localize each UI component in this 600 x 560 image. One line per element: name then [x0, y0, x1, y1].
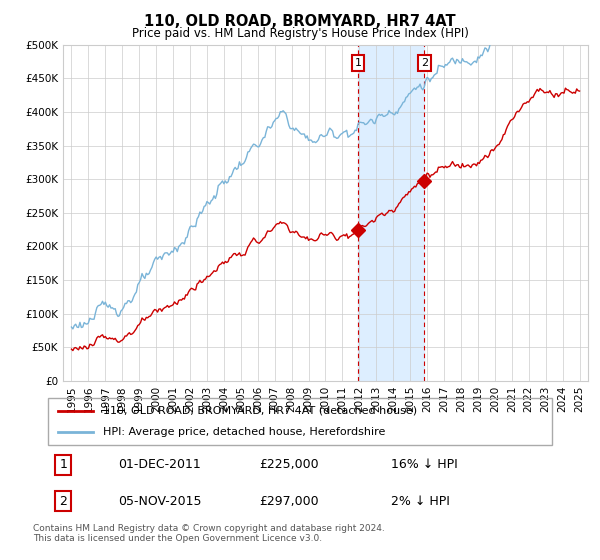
- Text: 2: 2: [59, 494, 67, 507]
- Text: 1: 1: [59, 459, 67, 472]
- Text: £297,000: £297,000: [260, 494, 319, 507]
- Text: 110, OLD ROAD, BROMYARD, HR7 4AT: 110, OLD ROAD, BROMYARD, HR7 4AT: [144, 14, 456, 29]
- Text: Price paid vs. HM Land Registry's House Price Index (HPI): Price paid vs. HM Land Registry's House …: [131, 27, 469, 40]
- Text: 01-DEC-2011: 01-DEC-2011: [119, 459, 202, 472]
- Text: 2% ↓ HPI: 2% ↓ HPI: [391, 494, 449, 507]
- Text: 2: 2: [421, 58, 428, 68]
- Text: 1: 1: [355, 58, 362, 68]
- Text: 05-NOV-2015: 05-NOV-2015: [119, 494, 202, 507]
- Text: 110, OLD ROAD, BROMYARD, HR7 4AT (detached house): 110, OLD ROAD, BROMYARD, HR7 4AT (detach…: [103, 406, 418, 416]
- Text: Contains HM Land Registry data © Crown copyright and database right 2024.
This d: Contains HM Land Registry data © Crown c…: [33, 524, 385, 543]
- Text: £225,000: £225,000: [260, 459, 319, 472]
- Text: 16% ↓ HPI: 16% ↓ HPI: [391, 459, 457, 472]
- Text: HPI: Average price, detached house, Herefordshire: HPI: Average price, detached house, Here…: [103, 427, 386, 437]
- Bar: [358, 45, 424, 381]
